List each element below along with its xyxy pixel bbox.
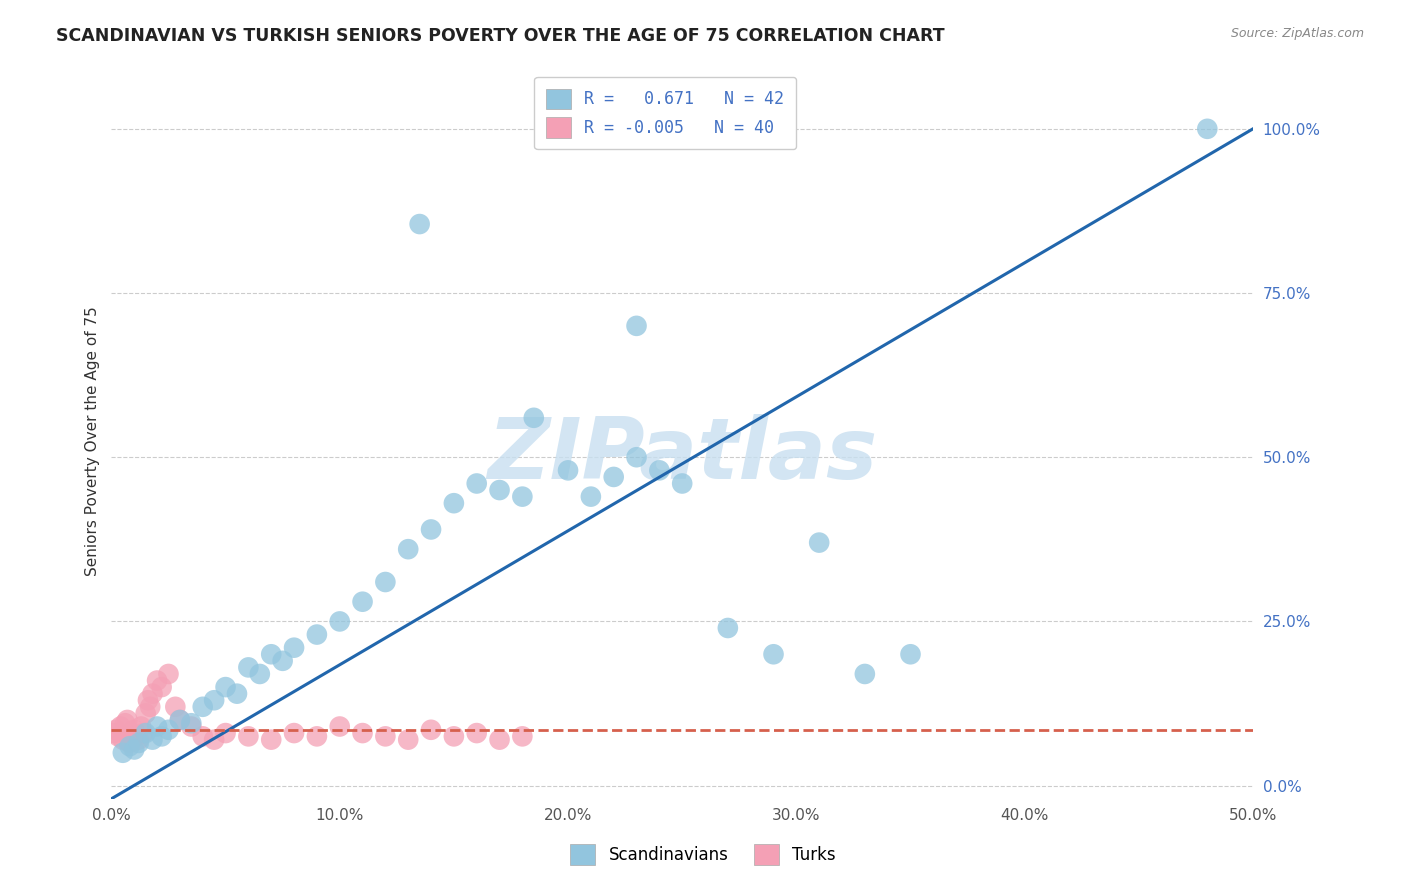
- Point: [420, 723, 443, 737]
- Point: [1197, 121, 1219, 136]
- Point: [808, 535, 831, 549]
- Point: [111, 732, 134, 747]
- Point: [626, 450, 648, 465]
- Point: [488, 732, 510, 747]
- Text: ZIPatlas: ZIPatlas: [486, 414, 877, 497]
- Point: [128, 732, 150, 747]
- Text: Source: ZipAtlas.com: Source: ZipAtlas.com: [1230, 27, 1364, 40]
- Point: [352, 726, 374, 740]
- Point: [557, 463, 579, 477]
- Point: [157, 667, 180, 681]
- Point: [443, 730, 465, 744]
- Point: [141, 732, 163, 747]
- Point: [602, 470, 624, 484]
- Point: [226, 687, 249, 701]
- Point: [150, 730, 173, 744]
- Point: [488, 483, 510, 497]
- Legend: R =   0.671   N = 42, R = -0.005   N = 40: R = 0.671 N = 42, R = -0.005 N = 40: [534, 77, 796, 149]
- Point: [352, 595, 374, 609]
- Point: [135, 726, 157, 740]
- Point: [420, 523, 443, 537]
- Point: [128, 736, 150, 750]
- Point: [648, 463, 671, 477]
- Point: [146, 719, 169, 733]
- Legend: Scandinavians, Turks: Scandinavians, Turks: [561, 834, 845, 875]
- Point: [260, 647, 283, 661]
- Point: [202, 732, 225, 747]
- Point: [132, 726, 155, 740]
- Point: [150, 680, 173, 694]
- Point: [117, 713, 139, 727]
- Point: [114, 716, 136, 731]
- Point: [853, 667, 876, 681]
- Point: [374, 574, 396, 589]
- Point: [110, 719, 132, 733]
- Point: [169, 713, 191, 727]
- Point: [283, 726, 305, 740]
- Text: SCANDINAVIAN VS TURKISH SENIORS POVERTY OVER THE AGE OF 75 CORRELATION CHART: SCANDINAVIAN VS TURKISH SENIORS POVERTY …: [56, 27, 945, 45]
- Point: [165, 699, 187, 714]
- Point: [118, 736, 141, 750]
- Point: [374, 730, 396, 744]
- Point: [111, 746, 134, 760]
- Point: [139, 699, 162, 714]
- Point: [900, 647, 922, 661]
- Point: [408, 217, 430, 231]
- Point: [762, 647, 785, 661]
- Point: [579, 490, 602, 504]
- Point: [121, 726, 143, 740]
- Point: [249, 667, 271, 681]
- Point: [512, 490, 534, 504]
- Point: [717, 621, 740, 635]
- Point: [136, 693, 159, 707]
- Point: [271, 654, 294, 668]
- Point: [118, 739, 141, 754]
- Point: [107, 730, 129, 744]
- Point: [202, 693, 225, 707]
- Point: [465, 476, 488, 491]
- Point: [671, 476, 693, 491]
- Point: [305, 730, 328, 744]
- Point: [191, 699, 214, 714]
- Point: [329, 719, 352, 733]
- Point: [135, 706, 157, 721]
- Point: [260, 732, 283, 747]
- Y-axis label: Seniors Poverty Over the Age of 75: Seniors Poverty Over the Age of 75: [86, 306, 100, 575]
- Point: [443, 496, 465, 510]
- Point: [396, 732, 419, 747]
- Point: [238, 660, 260, 674]
- Point: [523, 410, 546, 425]
- Point: [238, 730, 260, 744]
- Point: [169, 713, 191, 727]
- Point: [214, 680, 236, 694]
- Point: [146, 673, 169, 688]
- Point: [122, 742, 145, 756]
- Point: [122, 723, 145, 737]
- Point: [180, 716, 202, 731]
- Point: [157, 723, 180, 737]
- Point: [141, 687, 163, 701]
- Point: [465, 726, 488, 740]
- Point: [396, 542, 419, 557]
- Point: [191, 730, 214, 744]
- Point: [626, 318, 648, 333]
- Point: [180, 719, 202, 733]
- Point: [104, 723, 127, 737]
- Point: [305, 627, 328, 641]
- Point: [103, 726, 125, 740]
- Point: [329, 615, 352, 629]
- Point: [512, 730, 534, 744]
- Point: [214, 726, 236, 740]
- Point: [283, 640, 305, 655]
- Point: [129, 719, 152, 733]
- Point: [125, 730, 148, 744]
